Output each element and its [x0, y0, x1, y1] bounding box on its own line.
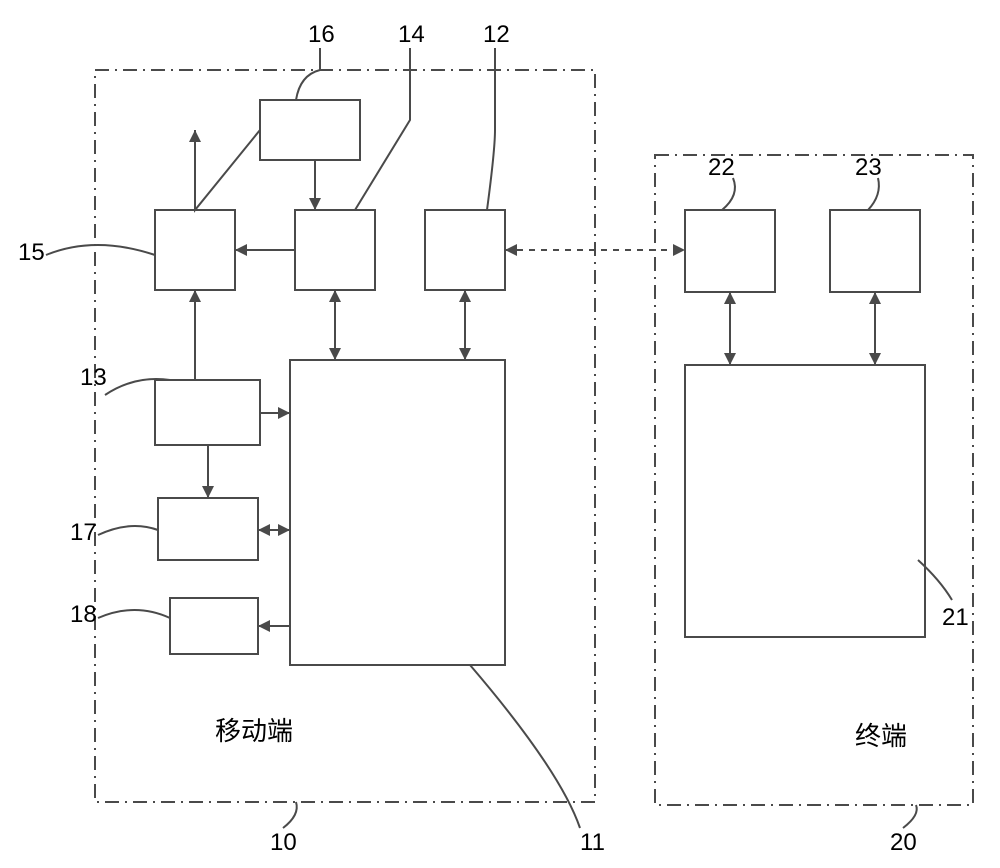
arrowhead: [459, 348, 471, 360]
ref-label-l13: 13: [80, 364, 107, 391]
arrowhead: [869, 292, 881, 304]
node-n12: [425, 210, 505, 290]
ref-label-l10: 10: [270, 829, 297, 856]
arrowhead: [258, 524, 270, 536]
ref-label-l12: 12: [483, 21, 510, 48]
ref-label-l23: 23: [855, 154, 882, 181]
terminal-title: 终端: [855, 721, 907, 751]
ref-label-l11: 11: [580, 829, 605, 856]
arrowhead: [329, 290, 341, 302]
arrowhead: [673, 244, 685, 256]
arrowhead: [869, 353, 881, 365]
leader-ld17: [98, 526, 158, 535]
arrowhead: [258, 620, 270, 632]
arrowhead: [278, 524, 290, 536]
leader-ld16: [296, 48, 320, 100]
node-n21: [685, 365, 925, 637]
leader-ld12: [487, 48, 495, 210]
leader-ld20: [903, 805, 917, 828]
node-n23: [830, 210, 920, 292]
ref-label-l17: 17: [70, 519, 97, 546]
arrowhead: [724, 353, 736, 365]
node-n17: [158, 498, 258, 560]
leader-ld14: [355, 48, 410, 210]
leader-ld15: [46, 245, 155, 255]
node-n11: [290, 360, 505, 665]
arrowhead: [505, 244, 517, 256]
ref-label-l15: 15: [18, 239, 45, 266]
ref-label-l22: 22: [708, 154, 735, 181]
arrowhead: [329, 348, 341, 360]
ref-label-l18: 18: [70, 601, 97, 628]
node-n16: [260, 100, 360, 160]
leader-ld11: [470, 665, 580, 828]
leader-ld10: [283, 802, 297, 828]
arrowhead: [278, 407, 290, 419]
arrowhead: [459, 290, 471, 302]
ref-label-l14: 14: [398, 21, 425, 48]
arrowhead: [202, 486, 214, 498]
arrowhead: [724, 292, 736, 304]
mobile-title: 移动端: [215, 716, 293, 746]
ref-label-l20: 20: [890, 829, 917, 856]
leader-ld22: [722, 178, 735, 210]
arrowhead: [235, 244, 247, 256]
node-n15: [155, 210, 235, 290]
arrowhead: [189, 290, 201, 302]
node-n22: [685, 210, 775, 292]
leader-ld18: [98, 610, 170, 618]
edge-e16_15: [195, 130, 260, 210]
leader-ld23: [868, 178, 879, 210]
node-n14: [295, 210, 375, 290]
arrowhead: [309, 198, 321, 210]
ref-label-l16: 16: [308, 21, 335, 48]
node-n18: [170, 598, 258, 654]
node-n13: [155, 380, 260, 445]
arrowhead: [189, 130, 201, 142]
ref-label-l21: 21: [942, 604, 969, 631]
